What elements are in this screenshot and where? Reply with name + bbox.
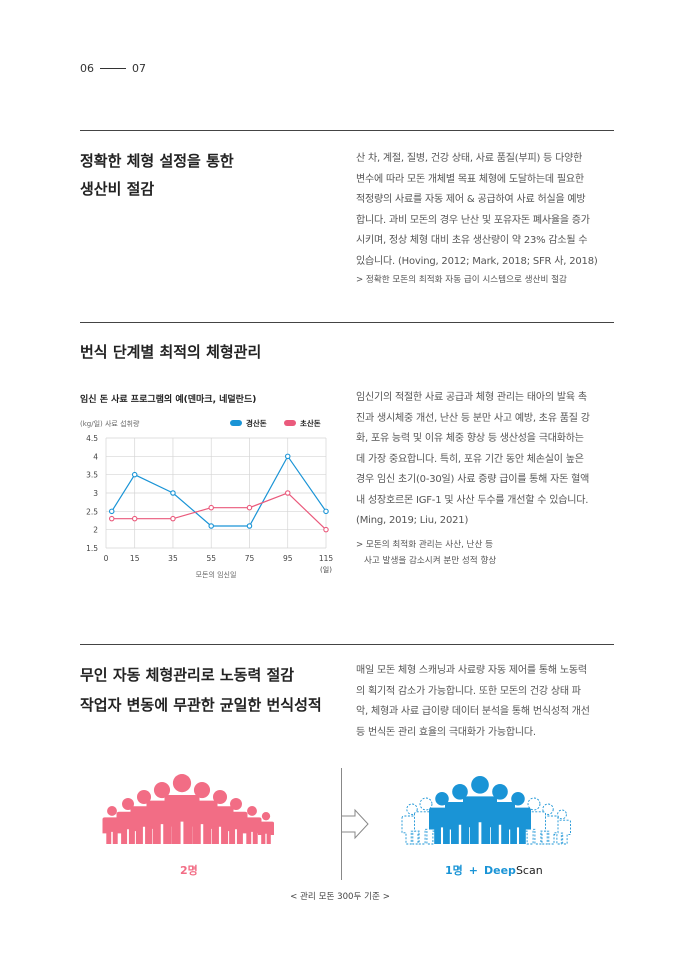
people-icons-left [102,774,274,844]
paragraph-line: 데 가장 중요합니다. 특히, 포유 기간 동안 체손실이 높은 [356,453,584,465]
y-tick-label: 1.5 [86,544,98,553]
x-tick-label: 95 [283,554,293,563]
data-point [323,508,329,515]
paragraph-line: 매일 모돈 체형 스캐닝과 사료량 자동 제어를 통해 노동력 [356,665,587,676]
section3-heading: 무인 자동 체형관리로 노동력 절감 작업자 변동에 무관한 균일한 번식성적 [80,660,350,720]
paragraph-line: (Ming, 2019; Liu, 2021) [356,515,469,526]
chart-title: 임신 돈 사료 프로그램의 예(덴마크, 네덜란드) [80,395,257,405]
paragraph-line: 등 번식돈 관리 효율의 극대화가 가능합니다. [356,726,536,738]
x-tick-label: 15 [130,554,140,563]
line-chart: (kg/일) 사료 섭취량 경산돈 초산돈 4.5 4 3.5 3 2.5 2 1.5 0 1… [80,418,334,579]
x-tick-label: 0 [104,554,109,563]
data-point [170,515,176,522]
paragraph-line: 시키며, 정상 체형 대비 초유 생산량이 약 23% 감소될 수 [356,235,588,246]
chart-x-unit: (일) [320,565,332,574]
people-icons-right [401,776,571,845]
section3-heading-line1: 무인 자동 체형관리로 노동력 절감 [80,666,295,684]
data-point [108,515,115,522]
section3-heading-line2: 작업자 변동에 무관한 균일한 번식성적 [80,696,322,714]
right-count: 1명 [445,864,463,877]
legend-swatch-primiparous [284,420,296,426]
section1-heading-line2: 생산비 절감 [80,180,155,198]
x-tick-label: 55 [206,554,216,563]
section-divider [80,130,614,131]
page-number-dash [100,68,126,69]
data-point [284,453,291,460]
infographic-caption: < 관리 모돈 300두 기준 > [290,892,390,902]
chart-y-axis-label: (kg/일) 사료 섭취량 [80,419,140,428]
page-number-right: 07 [132,62,146,75]
page-number-left: 06 [80,62,94,75]
paragraph-line: 악, 체형과 사료 급이량 데이터 분석을 통해 번식성적 개선 [356,706,590,717]
chart-series [108,453,329,533]
x-tick-label: 35 [168,554,178,563]
paragraph-line: 변수에 따라 모돈 개체별 목표 체형에 도달하는데 필요한 [356,173,584,185]
data-point [208,523,214,529]
x-tick-label: 75 [245,554,255,563]
deepscan-logo-scan: Scan [515,864,543,877]
paragraph-line: 내 성장호르몬 IGF-1 및 사산 두수를 개선할 수 있습니다. [356,494,589,506]
right-count-label: 1명 + DeepScan [445,862,543,878]
section2-note-line1: > 모돈의 최적화 관리는 사산, 난산 등 [356,540,494,550]
series-line [111,455,327,527]
paragraph-line: 경우 임신 초기(0-30일) 사료 증량 급이를 통해 자돈 혈액 [356,474,590,485]
section2-note-line2: 사고 발생을 감소시켜 분만 성적 향상 [364,556,497,566]
arrow-right-icon [341,808,369,840]
data-point [246,523,253,529]
data-point [108,508,115,515]
y-tick-label: 2 [93,526,98,535]
workers-group-right [401,776,571,845]
legend-swatch-multiparous [230,420,242,426]
y-tick-label: 3 [93,489,98,498]
deepscan-logo: DeepScan [484,864,543,877]
data-point [131,471,138,478]
page-number: 06 07 [80,62,146,75]
paragraph-line: 진과 생시체중 개선, 난산 등 분만 사고 예방, 초유 품질 강 [356,412,590,424]
chart-x-axis-label: 모돈의 임신일 [196,570,237,579]
section1-note: > 정확한 모돈의 최적화 자동 급이 시스템으로 생산비 절감 [356,275,567,285]
section-divider [80,644,614,645]
legend-label-primiparous: 초산돈 [300,418,321,428]
paragraph-line: 있습니다. (Hoving, 2012; Mark, 2018; SFR 사, … [356,255,598,267]
paragraph-line: 임신기의 적절한 사료 공급과 체형 관리는 태아의 발육 촉 [356,392,587,403]
chart-legend: 경산돈 초산돈 [230,418,321,428]
section1-heading: 정확한 체형 설정을 통한 생산비 절감 [80,147,330,203]
person-icon [258,812,274,844]
section2-note: > 모돈의 최적화 관리는 사산, 난산 등 사고 발생을 감소시켜 분만 성적… [356,537,618,569]
section1-paragraph: 산 차, 계절, 질병, 건강 상태, 사료 품질(부피) 등 다양한 변수에 … [356,149,618,272]
chart-grid [105,437,327,549]
paragraph-line: 화, 포유 능력 및 이유 체중 향상 등 생산성을 극대화하는 [356,433,584,444]
divider-line [341,768,342,880]
data-point [284,490,291,496]
workers-group-left [102,774,274,844]
section-divider [80,322,614,323]
data-point [246,504,253,511]
data-point [323,526,329,533]
y-tick-label: 4 [93,452,98,461]
section3-paragraph: 매일 모돈 체형 스캐닝과 사료량 자동 제어를 통해 노동력 의 획기적 감소… [356,661,618,743]
data-point [131,515,138,522]
person-icon [164,774,200,844]
y-tick-label: 2.5 [86,507,98,516]
section1-heading-line1: 정확한 체형 설정을 통한 [80,152,234,170]
plus-sign: + [468,864,478,877]
section2-heading: 번식 단계별 최적의 체형관리 [80,343,262,361]
paragraph-line: 의 획기적 감소가 가능합니다. 또한 모돈의 건강 상태 파 [356,685,581,697]
x-tick-label: 115 [319,554,334,563]
section2-paragraph: 임신기의 적절한 사료 공급과 체형 관리는 태아의 발육 촉 진과 생시체중 … [356,388,618,532]
person-icon [463,776,497,844]
legend-label-multiparous: 경산돈 [246,418,267,428]
data-point [170,490,176,496]
chart-x-ticks: 0 15 35 55 75 95 115 [104,554,334,563]
paragraph-line: 적정량의 사료를 자동 제어 & 공급하여 사료 허실을 예방 [356,194,586,205]
data-point [208,504,214,511]
chart-y-ticks: 4.5 4 3.5 3 2.5 2 1.5 [86,434,98,553]
left-count-label: 2명 [180,864,198,877]
y-tick-label: 4.5 [86,434,98,443]
paragraph-line: 산 차, 계절, 질병, 건강 상태, 사료 품질(부피) 등 다양한 [356,153,583,164]
paragraph-line: 합니다. 과비 모돈의 경우 난산 및 포유자돈 폐사율을 증가 [356,214,590,226]
y-tick-label: 3.5 [86,471,98,480]
deepscan-logo-deep: Deep [484,864,516,877]
